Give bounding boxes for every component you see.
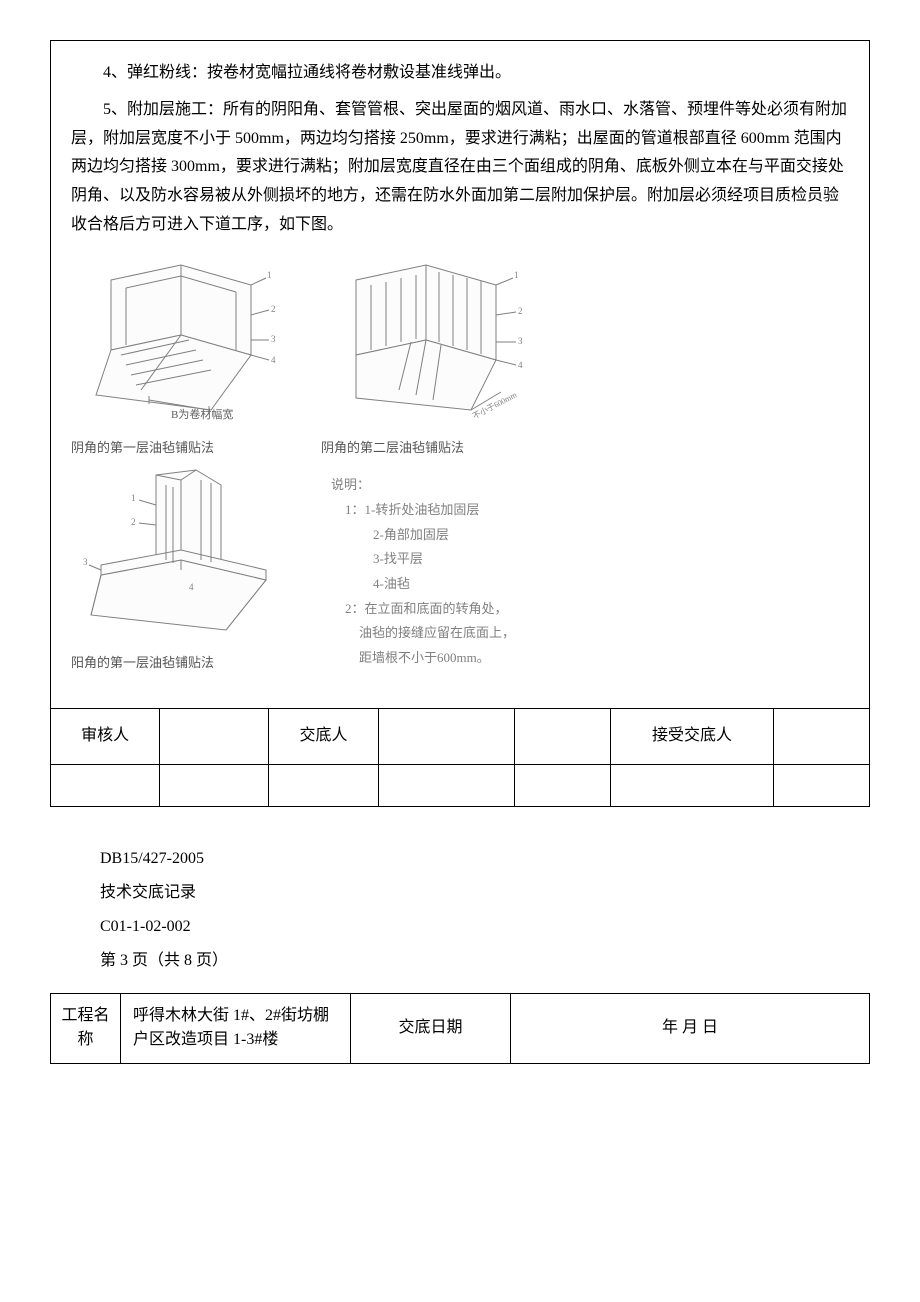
footer-value-project: 呼得木林大街 1#、2#街坊棚户区改造项目 1-3#楼	[121, 993, 351, 1063]
label-receiver: 接受交底人	[610, 708, 774, 764]
svg-text:1: 1	[514, 270, 519, 280]
legend-line-7: 距墙根不小于600mm。	[345, 646, 515, 671]
svg-text:2: 2	[271, 304, 276, 314]
empty-cell	[269, 764, 378, 806]
svg-text:3: 3	[271, 334, 276, 344]
empty-cell	[378, 764, 515, 806]
meta-code1: DB15/427-2005	[100, 847, 870, 871]
svg-text:4: 4	[189, 582, 194, 592]
diagram-yang-layer1: 1 2 3 4 阳角的第一层油毡铺贴法	[71, 465, 291, 673]
empty-cell	[160, 764, 269, 806]
footer-value-date: 年 月 日	[511, 993, 870, 1063]
svg-text:1: 1	[267, 270, 272, 280]
diagram-legend: 说明： 1：1-转折处油毡加固层 2-角部加固层 3-找平层 4-油毡 2：在立…	[331, 473, 515, 671]
svg-text:3: 3	[518, 336, 523, 346]
footer-label-date: 交底日期	[351, 993, 511, 1063]
diagrams-block: 1 2 3 4 B为卷材幅宽 阴角的第一层油毡铺贴法	[71, 260, 849, 673]
value-reviewer	[160, 708, 269, 764]
empty-cell	[515, 764, 611, 806]
empty-cell	[51, 764, 160, 806]
label-presenter: 交底人	[269, 708, 378, 764]
main-document-table: 4、弹红粉线：按卷材宽幅拉通线将卷材敷设基准线弹出。 5、附加层施工：所有的阴阳…	[50, 40, 870, 807]
label-reviewer: 审核人	[51, 708, 160, 764]
yin-corner-layer2-svg: 1 2 3 4 不小于600mm	[321, 260, 541, 430]
meta-block: DB15/427-2005 技术交底记录 C01-1-02-002 第 3 页（…	[100, 847, 870, 973]
empty-cell	[610, 764, 774, 806]
diagram1-note: B为卷材幅宽	[171, 407, 233, 421]
svg-text:3: 3	[83, 557, 88, 567]
footer-label-project: 工程名称	[51, 993, 121, 1063]
signature-row: 审核人 交底人 接受交底人	[51, 708, 870, 764]
paragraph-5: 5、附加层施工：所有的阴阳角、套管管根、突出屋面的烟风道、雨水口、水落管、预埋件…	[71, 96, 849, 240]
svg-text:4: 4	[518, 360, 523, 370]
svg-text:2: 2	[518, 306, 523, 316]
meta-title: 技术交底记录	[100, 881, 870, 905]
svg-text:2: 2	[131, 517, 136, 527]
content-cell: 4、弹红粉线：按卷材宽幅拉通线将卷材敷设基准线弹出。 5、附加层施工：所有的阴阳…	[51, 41, 870, 709]
value-receiver	[774, 708, 870, 764]
diagram-yin-layer1: 1 2 3 4 B为卷材幅宽 阴角的第一层油毡铺贴法	[71, 260, 291, 458]
yin-corner-layer1-svg: 1 2 3 4 B为卷材幅宽	[71, 260, 291, 430]
svg-text:4: 4	[271, 355, 276, 365]
empty-signature-row	[51, 764, 870, 806]
spacer-cell	[515, 708, 611, 764]
svg-text:1: 1	[131, 493, 136, 503]
legend-line-3: 3-找平层	[345, 547, 515, 572]
footer-table: 工程名称 呼得木林大街 1#、2#街坊棚户区改造项目 1-3#楼 交底日期 年 …	[50, 993, 870, 1064]
paragraph-4: 4、弹红粉线：按卷材宽幅拉通线将卷材敷设基准线弹出。	[71, 59, 849, 88]
legend-line-6: 油毡的接缝应留在底面上，	[345, 621, 515, 646]
yang-corner-svg: 1 2 3 4	[71, 465, 291, 645]
meta-pager: 第 3 页（共 8 页）	[100, 949, 870, 973]
legend-line-5: 2：在立面和底面的转角处，	[345, 597, 515, 622]
legend-line-1: 1：1-转折处油毡加固层	[345, 498, 515, 523]
meta-code2: C01-1-02-002	[100, 915, 870, 939]
diagram2-caption: 阴角的第二层油毡铺贴法	[321, 438, 541, 458]
legend-title: 说明：	[331, 473, 515, 498]
legend-line-4: 4-油毡	[373, 576, 410, 591]
empty-cell	[774, 764, 870, 806]
legend-line-2: 2-角部加固层	[345, 523, 515, 548]
diagram3-caption: 阳角的第一层油毡铺贴法	[71, 653, 291, 673]
diagram-yin-layer2: 1 2 3 4 不小于600mm 阴角的第二层油毡铺贴法	[321, 260, 541, 458]
value-presenter	[378, 708, 515, 764]
diagram1-caption: 阴角的第一层油毡铺贴法	[71, 438, 291, 458]
